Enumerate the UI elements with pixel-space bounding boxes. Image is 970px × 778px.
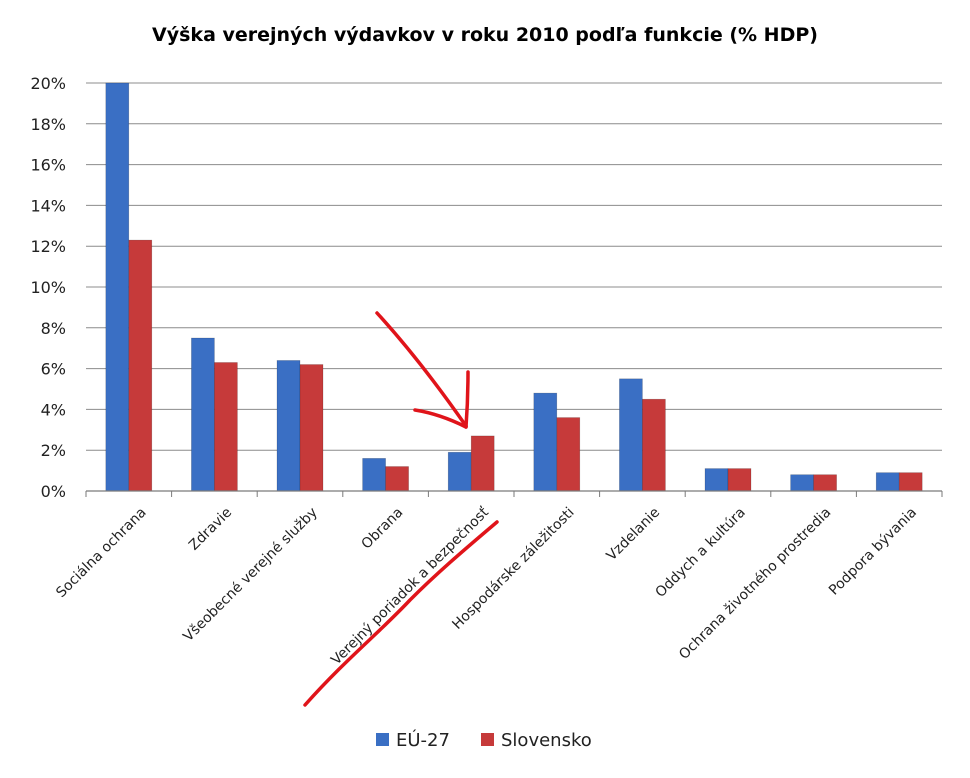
- bar-slovensko: [128, 239, 153, 492]
- x-category-label: Ochrana životného prostredia: [676, 505, 834, 663]
- y-tick-label: 4%: [41, 400, 66, 419]
- legend: EÚ-27 Slovensko: [376, 729, 592, 751]
- y-tick-label: 18%: [30, 115, 66, 134]
- hand-drawn-annotation: [303, 311, 499, 707]
- bar-eu27: [875, 472, 900, 492]
- y-tick-label: 6%: [41, 360, 66, 379]
- x-category-label: Verejný poriadok a bezpečnosť: [328, 504, 492, 668]
- bar-slovensko: [299, 364, 324, 492]
- x-category-label: Oddych a kultúra: [652, 505, 748, 601]
- bar-eu27: [276, 360, 301, 492]
- bar-slovensko: [470, 435, 495, 492]
- bar-eu27: [619, 378, 643, 492]
- x-axis: [85, 490, 943, 497]
- annotation-arrow-head-right: [464, 370, 470, 429]
- annotation-arrow-shaft: [375, 311, 468, 428]
- y-tick-label: 14%: [30, 196, 66, 215]
- bars: [105, 82, 923, 492]
- bar-slovensko: [813, 474, 837, 492]
- bar-slovensko: [727, 468, 752, 492]
- bar-slovensko: [642, 398, 666, 492]
- bar-eu27: [191, 337, 215, 492]
- bar-eu27: [533, 392, 558, 492]
- bar-slovensko: [898, 472, 923, 492]
- bar-eu27: [790, 474, 814, 492]
- bar-eu27: [105, 82, 130, 492]
- legend-swatch: [376, 733, 389, 746]
- x-category-label: Vzdelanie: [604, 505, 664, 565]
- x-category-label: Sociálna ochrana: [53, 505, 149, 601]
- bar-eu27: [447, 451, 472, 492]
- annotation-arrow-head-left: [413, 408, 468, 429]
- bar-slovensko: [214, 362, 238, 492]
- y-axis-tick-labels: 0% 2% 4% 6% 8% 10% 12% 14% 16% 18% 20%: [30, 74, 66, 501]
- x-category-label: Obrana: [359, 505, 407, 553]
- x-category-label: Zdravie: [186, 505, 235, 554]
- chart-title: Výška verejných výdavkov v roku 2010 pod…: [152, 24, 818, 46]
- legend-label: Slovensko: [501, 730, 592, 751]
- bar-eu27: [704, 468, 729, 492]
- legend-swatch: [481, 733, 494, 746]
- y-tick-label: 2%: [41, 441, 66, 460]
- bar-slovensko: [385, 466, 409, 492]
- y-tick-label: 8%: [41, 319, 66, 338]
- y-tick-label: 16%: [30, 156, 66, 175]
- annotation-underline: [303, 520, 499, 707]
- y-tick-label: 12%: [30, 237, 66, 256]
- bar-eu27: [362, 458, 386, 492]
- y-tick-label: 20%: [30, 74, 66, 93]
- legend-label: EÚ-27: [396, 729, 450, 751]
- y-tick-label: 10%: [30, 278, 66, 297]
- x-category-label: Podpora bývania: [826, 505, 920, 599]
- y-tick-label: 0%: [41, 482, 66, 501]
- bar-slovensko: [556, 417, 581, 492]
